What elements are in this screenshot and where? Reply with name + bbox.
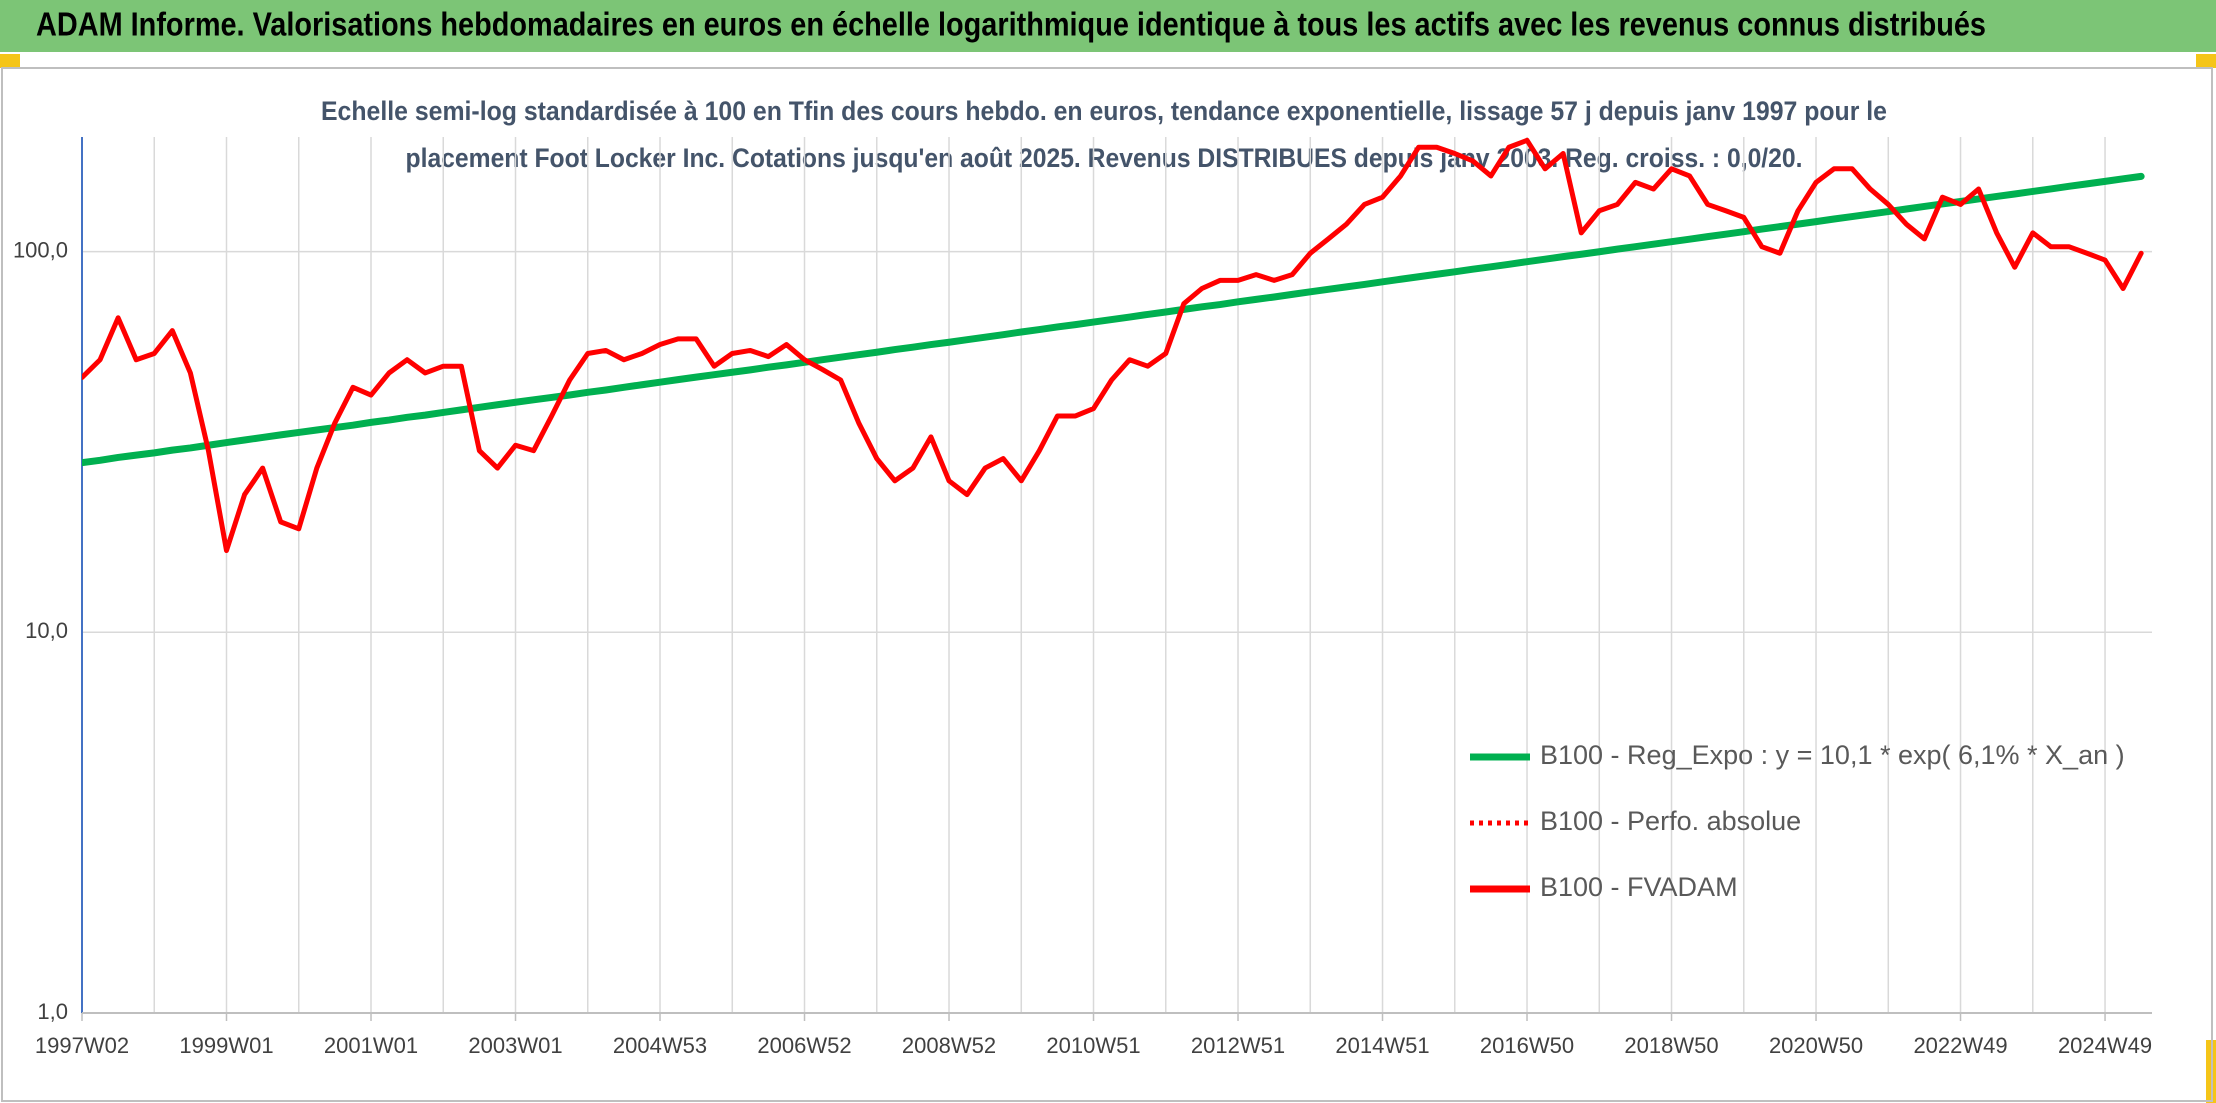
title-bar [0, 0, 2216, 52]
series-line [82, 172, 2145, 467]
x-tick-label: 2006W52 [757, 1033, 851, 1058]
x-tick-label: 2024W49 [2058, 1033, 2152, 1058]
chart-subtitle: placement Foot Locker Inc. Cotations jus… [406, 143, 1803, 173]
series-line [82, 137, 2144, 554]
corner-mark [2196, 54, 2216, 68]
corner-mark [0, 54, 20, 68]
chart-frame [1, 67, 2213, 1102]
plot-area [82, 137, 2145, 554]
chart-title: ADAM Informe. Valorisations hebdomadaire… [36, 6, 1986, 43]
x-tick-label: 2020W50 [1769, 1033, 1863, 1058]
y-tick-label: 100,0 [13, 237, 68, 262]
y-tick-label: 1,0 [37, 999, 68, 1024]
x-tick-label: 2001W01 [324, 1033, 418, 1058]
x-tick-label: 2008W52 [902, 1033, 996, 1058]
chart-subtitle: Echelle semi-log standardisée à 100 en T… [321, 96, 1887, 126]
x-tick-label: 1999W01 [179, 1033, 273, 1058]
legend-label: B100 - FVADAM [1540, 872, 1738, 902]
x-tick-label: 2018W50 [1624, 1033, 1718, 1058]
x-tick-label: 2004W53 [613, 1033, 707, 1058]
x-tick-label: 2016W50 [1480, 1033, 1574, 1058]
y-tick-label: 10,0 [25, 618, 68, 643]
legend-label: B100 - Perfo. absolue [1540, 806, 1801, 836]
x-tick-label: 1997W02 [35, 1033, 129, 1058]
x-tick-label: 2010W51 [1046, 1033, 1140, 1058]
x-tick-label: 2014W51 [1335, 1033, 1429, 1058]
legend-label: B100 - Reg_Expo : y = 10,1 * exp( 6,1% *… [1540, 740, 2125, 770]
x-tick-label: 2003W01 [468, 1033, 562, 1058]
x-tick-label: 2022W49 [1913, 1033, 2007, 1058]
x-tick-label: 2012W51 [1191, 1033, 1285, 1058]
